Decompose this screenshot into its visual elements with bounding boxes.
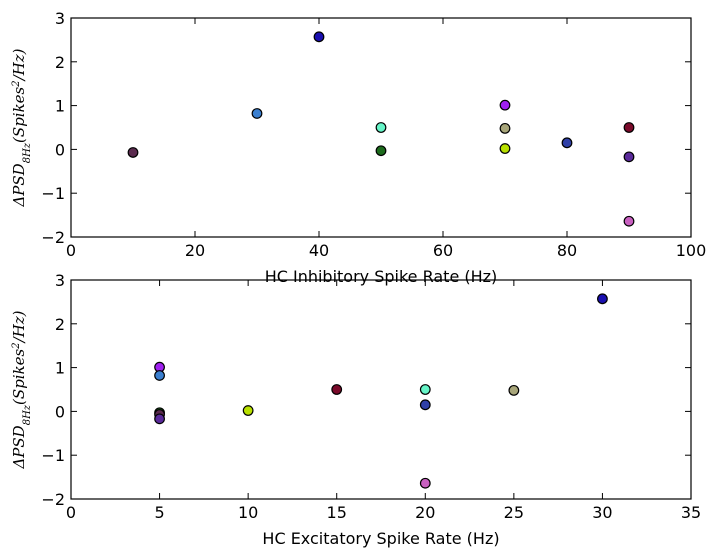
y-tick-label: 0 bbox=[55, 402, 65, 421]
scatter-point bbox=[623, 215, 635, 227]
y-tick-label: 2 bbox=[55, 315, 65, 334]
scatter-point bbox=[419, 477, 431, 489]
scatter-point bbox=[331, 384, 343, 395]
y-tick-label: 3 bbox=[55, 271, 65, 290]
scatter-point bbox=[499, 122, 511, 134]
scatter-point bbox=[419, 384, 431, 395]
x-tick-label: 10 bbox=[238, 503, 258, 522]
x-tick-label: 0 bbox=[66, 503, 76, 522]
y-tick-label: −2 bbox=[41, 490, 65, 509]
x-tick-label: 5 bbox=[154, 503, 164, 522]
scatter-point bbox=[419, 399, 431, 411]
y-tick-label: 2 bbox=[55, 53, 65, 72]
x-tick-label: 25 bbox=[504, 503, 524, 522]
scatter-point bbox=[154, 413, 165, 425]
x-tick-label: 20 bbox=[185, 241, 205, 260]
y-tick-label: 1 bbox=[55, 97, 65, 116]
scatter-point bbox=[623, 151, 635, 163]
scatter-point bbox=[508, 384, 520, 396]
scatter-point bbox=[561, 137, 573, 149]
scatter-point bbox=[375, 145, 387, 157]
x-tick-label: 30 bbox=[592, 503, 612, 522]
scatter-point bbox=[499, 99, 511, 111]
x-axis-label: HC Inhibitory Spike Rate (Hz) bbox=[265, 267, 498, 286]
plot-frame bbox=[70, 279, 692, 500]
scatter-point bbox=[127, 147, 139, 158]
x-tick-label: 100 bbox=[676, 241, 707, 260]
scatter-point bbox=[597, 293, 608, 305]
scatter-point bbox=[242, 405, 254, 416]
scatter-point bbox=[499, 143, 511, 154]
scatter-point bbox=[154, 370, 165, 381]
y-axis-label: ΔPSD8Hz(Spikes2/Hz) bbox=[10, 310, 33, 469]
x-tick-label: 15 bbox=[327, 503, 347, 522]
x-axis-label: HC Excitatory Spike Rate (Hz) bbox=[262, 529, 499, 548]
top-scatter-panel: 0 20 40 60 80 100 −2 −1 0 1 2 3 HC Inhibitory Spike … bbox=[10, 9, 706, 286]
plot-frame bbox=[70, 17, 692, 238]
x-tick-label: 20 bbox=[415, 503, 435, 522]
bottom-scatter-panel: 0 5 10 15 20 25 30 35 −2 −1 0 1 2 3 HC Excitatory Spik… bbox=[10, 271, 701, 548]
x-tick-label: 80 bbox=[557, 241, 577, 260]
y-tick-label: −1 bbox=[41, 446, 65, 465]
y-tick-label: 0 bbox=[55, 140, 65, 159]
x-tick-label: 60 bbox=[433, 241, 453, 260]
scatter-point bbox=[313, 31, 325, 43]
x-tick-label: 40 bbox=[309, 241, 329, 260]
x-tick-label: 0 bbox=[66, 241, 76, 260]
y-tick-label: 1 bbox=[55, 359, 65, 378]
x-tick-label: 35 bbox=[681, 503, 701, 522]
y-tick-label: −2 bbox=[41, 228, 65, 247]
scatter-point bbox=[623, 122, 635, 133]
y-tick-label: 3 bbox=[55, 9, 65, 28]
y-tick-label: −1 bbox=[41, 184, 65, 203]
y-axis-label: ΔPSD8Hz(Spikes2/Hz) bbox=[10, 48, 33, 207]
scatter-point bbox=[251, 108, 263, 119]
scatter-point bbox=[375, 122, 387, 133]
